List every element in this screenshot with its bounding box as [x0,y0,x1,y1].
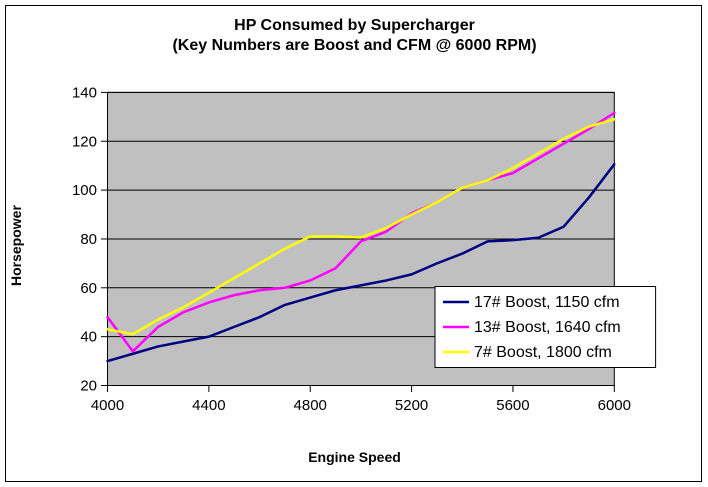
svg-text:5600: 5600 [496,397,529,414]
svg-text:80: 80 [80,231,97,248]
svg-text:120: 120 [72,133,97,150]
svg-text:13# Boost, 1640 cfm: 13# Boost, 1640 cfm [474,319,621,336]
svg-text:4800: 4800 [294,397,327,414]
svg-text:4000: 4000 [91,397,124,414]
svg-text:20: 20 [80,378,97,395]
svg-text:7# Boost, 1800 cfm: 7# Boost, 1800 cfm [474,344,612,361]
svg-text:140: 140 [72,84,97,101]
svg-text:5200: 5200 [395,397,428,414]
svg-text:60: 60 [80,280,97,297]
svg-text:17# Boost, 1150 cfm: 17# Boost, 1150 cfm [474,294,620,311]
svg-text:40: 40 [80,329,97,346]
svg-text:4400: 4400 [192,397,225,414]
svg-text:6000: 6000 [598,397,631,414]
svg-text:100: 100 [72,182,97,199]
